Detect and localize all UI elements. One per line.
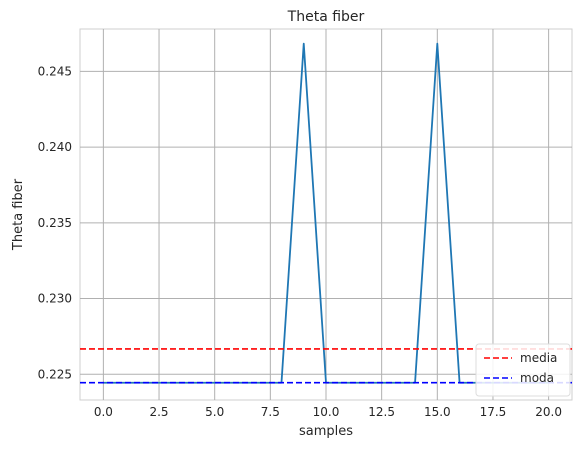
x-tick-label: 7.5 (261, 405, 280, 419)
legend-box (475, 343, 571, 397)
x-tick-label: 15.0 (424, 405, 451, 419)
y-axis-ticks: 0.225 0.230 0.235 0.240 0.245 (38, 64, 72, 381)
x-tick-label: 5.0 (205, 405, 224, 419)
x-tick-label: 17.5 (480, 405, 507, 419)
x-tick-label: 2.5 (149, 405, 168, 419)
legend-label: media (520, 351, 557, 365)
x-tick-label: 10.0 (313, 405, 340, 419)
grid (80, 29, 572, 400)
y-tick-label: 0.230 (38, 292, 72, 306)
x-tick-label: 0.0 (94, 405, 113, 419)
y-tick-label: 0.235 (38, 216, 72, 230)
x-tick-label: 12.5 (368, 405, 395, 419)
x-axis-label: samples (299, 424, 353, 439)
legend: media moda (475, 343, 571, 397)
x-tick-label: 20.0 (535, 405, 562, 419)
x-axis-ticks: 0.0 2.5 5.0 7.5 10.0 12.5 15.0 17.5 20.0 (94, 405, 562, 419)
y-axis-label: Theta fiber (11, 178, 26, 251)
legend-label: moda (520, 371, 554, 385)
y-tick-label: 0.240 (38, 140, 72, 154)
y-tick-label: 0.225 (38, 367, 72, 381)
y-tick-label: 0.245 (38, 64, 72, 78)
chart-title: Theta fiber (287, 9, 365, 25)
